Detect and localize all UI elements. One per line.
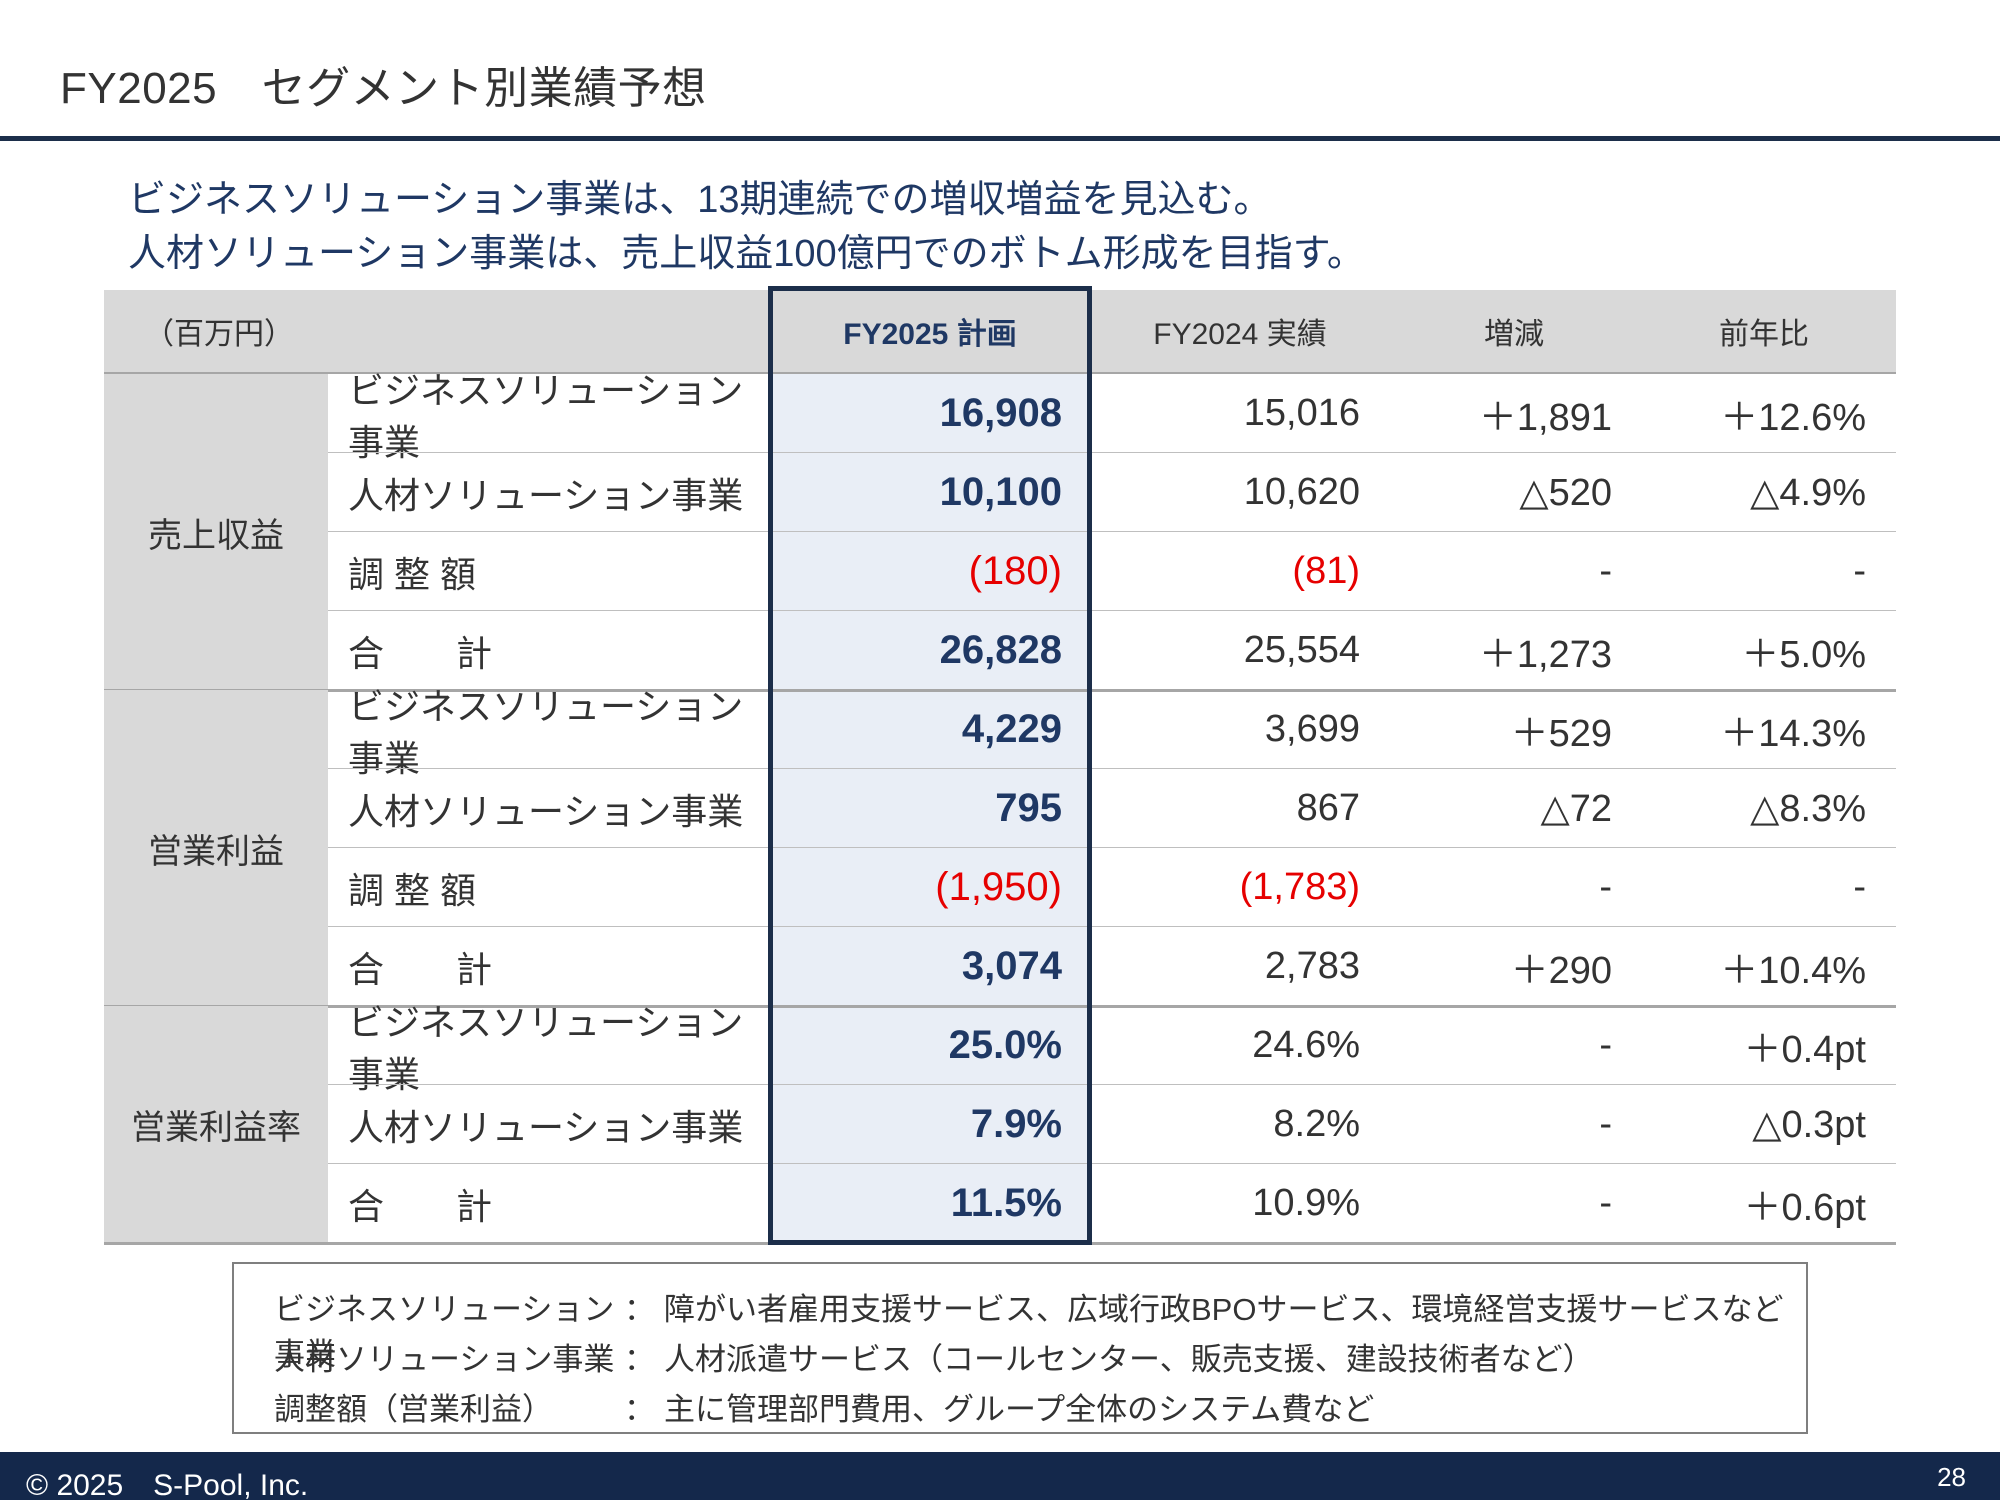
prev-value: 24.6% [1252,1024,1360,1066]
group-divider [104,1242,1896,1245]
ratio-value: - [1853,866,1866,908]
row-label: 人材ソリューション事業 [348,1106,744,1148]
table-header-row [104,290,1896,374]
row-divider [328,926,1896,927]
note-sep: ： [624,1292,655,1327]
group-label: 営業利益率 [104,1006,328,1243]
note-key: ビジネスソリューション事業 [274,1292,615,1372]
prev-value: (1,783) [1239,866,1360,908]
page-number: 28 [1937,1462,1966,1492]
row-divider [328,847,1896,848]
row-label: 調 整 額 [348,553,477,595]
notes-box: ビジネスソリューション事業 ： 障がい者雇用支援サービス、広域行政BPOサービス… [232,1262,1808,1434]
plan-value: 26,828 [939,628,1062,672]
note-row: 調整額（営業利益） ： 主に管理部門費用、グループ全体のシステム費など [274,1384,1374,1429]
prev-value: 25,554 [1243,629,1360,671]
diff-value: - [1599,1182,1612,1224]
ratio-value: ＋14.3% [1720,713,1866,755]
row-label: ビジネスソリューション事業 [348,685,744,779]
row-label: 調 整 額 [348,869,477,911]
group-label: 営業利益 [104,690,328,1006]
ratio-value: △8.3% [1750,788,1866,830]
plan-column-background [770,374,1090,1243]
diff-value: ＋290 [1510,950,1612,992]
header-prev: FY2024 実績 [1153,318,1327,351]
ratio-value: △4.9% [1750,472,1866,514]
row-label: 合 計 [348,948,493,990]
plan-value: 3,074 [961,944,1062,988]
prev-value: (81) [1292,550,1360,592]
note-key: 調整額（営業利益） [274,1392,553,1427]
plan-value: 10,100 [939,470,1062,514]
note-value: 障がい者雇用支援サービス、広域行政BPOサービス、環境経営支援サービスなど [664,1292,1784,1327]
title-rule [0,136,2000,141]
row-label: ビジネスソリューション事業 [348,1001,744,1095]
row-divider [328,452,1896,453]
row-divider [328,610,1896,611]
group-divider [104,1005,1896,1008]
group-divider [104,689,1896,692]
row-divider [328,531,1896,532]
note-row: 人材ソリューション事業 ： 人材派遣サービス（コールセンター、販売支援、建設技術… [274,1334,1594,1379]
diff-value: △520 [1519,472,1612,514]
prev-value: 10.9% [1252,1182,1360,1224]
row-label: 人材ソリューション事業 [348,790,744,832]
ratio-value: ＋0.4pt [1743,1029,1866,1071]
row-label: 合 計 [348,1185,493,1227]
diff-value: - [1599,550,1612,592]
plan-value: 4,229 [961,707,1062,751]
plan-value: 16,908 [939,391,1062,435]
page-title: FY2025 セグメント別業績予想 [60,64,707,113]
copyright: © 2025 S-Pool, Inc. [26,1469,309,1502]
diff-value: - [1599,1024,1612,1066]
prev-value: 8.2% [1273,1103,1360,1145]
prev-value: 3,699 [1264,708,1360,750]
ratio-value: ＋10.4% [1720,950,1866,992]
prev-value: 15,016 [1243,392,1360,434]
note-value: 主に管理部門費用、グループ全体のシステム費など [664,1392,1375,1427]
unit-label: （百万円） [144,318,294,351]
plan-value: 795 [995,786,1062,830]
diff-value: ＋1,891 [1478,397,1612,439]
note-sep: ： [624,1392,655,1427]
plan-value: 7.9% [970,1102,1062,1146]
header-plan: FY2025 計画 [843,318,1017,351]
note-key: 人材ソリューション事業 [274,1342,615,1377]
prev-value: 2,783 [1264,945,1360,987]
prev-value: 867 [1296,787,1360,829]
row-label: ビジネスソリューション事業 [348,369,744,463]
plan-value: (180) [968,549,1062,593]
ratio-value: - [1853,550,1866,592]
group-label: 売上収益 [104,374,328,690]
diff-value: - [1599,866,1612,908]
row-label: 合 計 [348,632,493,674]
diff-value: ＋529 [1510,713,1612,755]
diff-value: △72 [1540,788,1613,830]
row-divider [328,1163,1896,1164]
diff-value: ＋1,273 [1478,634,1612,676]
plan-value: (1,950) [935,865,1062,909]
header-ratio: 前年比 [1719,318,1809,351]
prev-value: 10,620 [1243,471,1360,513]
ratio-value: ＋0.6pt [1743,1187,1866,1229]
note-sep: ： [624,1342,655,1377]
headline-line-1: ビジネスソリューション事業は、13期連続での増収増益を見込む。 [128,179,1272,221]
ratio-value: △0.3pt [1752,1104,1866,1146]
row-label: 人材ソリューション事業 [348,474,744,516]
ratio-value: ＋5.0% [1741,634,1866,676]
plan-value: 11.5% [950,1181,1062,1225]
plan-value: 25.0% [948,1023,1062,1067]
diff-value: - [1599,1103,1612,1145]
note-value: 人材派遣サービス（コールセンター、販売支援、建設技術者など） [664,1342,1594,1377]
row-divider [328,768,1896,769]
headline-line-2: 人材ソリューション事業は、売上収益100億円でのボトム形成を目指す。 [128,233,1365,275]
note-row: ビジネスソリューション事業 ： 障がい者雇用支援サービス、広域行政BPOサービス… [274,1284,1783,1374]
footer-bar: © 2025 S-Pool, Inc. 28 [0,1452,2000,1502]
ratio-value: ＋12.6% [1720,397,1866,439]
header-diff: 増減 [1484,318,1544,351]
row-divider [328,1084,1896,1085]
